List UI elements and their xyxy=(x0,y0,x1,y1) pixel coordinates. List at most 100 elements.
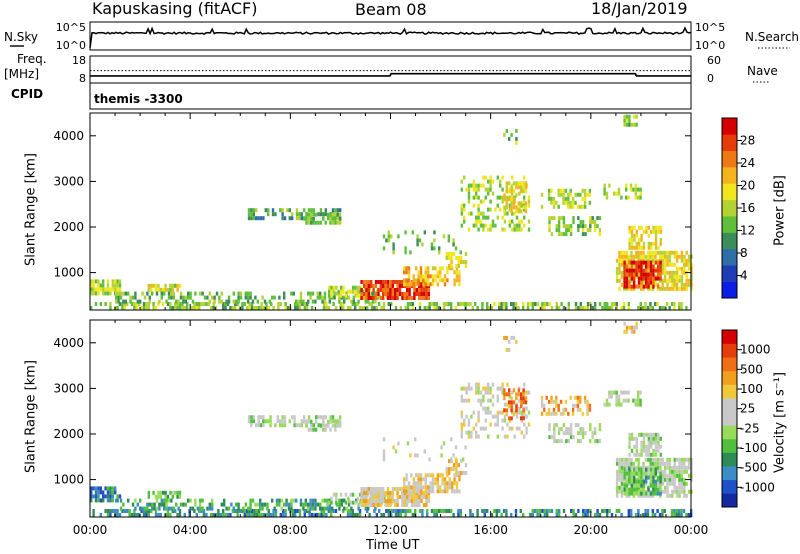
data-cell xyxy=(683,254,686,259)
data-cell xyxy=(235,299,238,304)
data-cell xyxy=(288,216,291,221)
data-cell xyxy=(448,477,451,482)
data-cell xyxy=(515,209,518,214)
data-cell xyxy=(584,224,587,229)
data-cell xyxy=(635,274,638,279)
data-cell xyxy=(372,487,375,491)
data-cell xyxy=(467,386,471,391)
data-cell xyxy=(484,187,487,192)
data-cell xyxy=(500,302,503,306)
data-cell xyxy=(634,183,637,188)
data-cell xyxy=(165,506,168,511)
data-cell xyxy=(389,284,392,288)
data-cell xyxy=(448,252,451,256)
data-cell xyxy=(560,302,563,306)
data-cell xyxy=(645,276,648,281)
data-cell xyxy=(217,509,220,513)
data-cell xyxy=(269,423,272,428)
data-cell xyxy=(650,241,653,246)
data-cell xyxy=(673,489,676,494)
data-cell xyxy=(491,179,495,184)
data-cell xyxy=(453,270,456,275)
data-cell xyxy=(625,195,628,200)
data-cell xyxy=(506,382,509,387)
data-cell xyxy=(687,489,691,494)
data-cell xyxy=(489,223,492,228)
data-cell xyxy=(489,422,492,427)
data-cell xyxy=(459,513,462,517)
data-cell xyxy=(436,473,439,478)
data-cell xyxy=(625,280,629,285)
data-cell xyxy=(508,181,511,186)
data-cell xyxy=(559,411,563,416)
data-cell xyxy=(645,280,648,285)
data-cell xyxy=(292,291,295,296)
data-cell xyxy=(241,306,244,310)
data-cell xyxy=(494,223,497,228)
data-cell xyxy=(227,299,231,304)
data-cell xyxy=(415,499,418,503)
data-cell xyxy=(443,274,447,279)
data-cell xyxy=(392,246,395,251)
data-cell xyxy=(522,189,525,194)
data-cell xyxy=(431,266,435,271)
data-cell xyxy=(628,118,631,123)
data-cell xyxy=(687,465,691,470)
data-cell xyxy=(147,306,150,310)
data-cell xyxy=(409,250,412,255)
data-cell xyxy=(328,299,331,304)
data-cell xyxy=(356,302,359,306)
data-cell xyxy=(481,302,484,306)
data-cell xyxy=(418,499,421,503)
data-cell xyxy=(625,122,629,127)
data-cell xyxy=(307,208,311,213)
data-cell xyxy=(663,485,667,490)
data-cell xyxy=(610,394,613,399)
data-cell xyxy=(651,461,655,466)
data-cell xyxy=(457,513,460,517)
data-cell xyxy=(299,502,303,507)
data-cell xyxy=(450,509,453,513)
data-cell xyxy=(630,325,633,330)
data-cell xyxy=(124,291,127,296)
data-cell xyxy=(280,506,283,511)
data-cell xyxy=(671,489,674,494)
data-cell xyxy=(647,432,650,437)
data-cell xyxy=(651,254,655,259)
data-cell xyxy=(291,212,294,217)
data-cell xyxy=(169,306,172,310)
data-cell xyxy=(536,513,539,517)
data-cell xyxy=(338,423,342,428)
data-cell xyxy=(182,299,185,304)
data-cell xyxy=(527,199,531,204)
data-cell xyxy=(503,392,506,397)
data-cell xyxy=(386,296,390,300)
data-cell xyxy=(104,302,107,306)
data-cell xyxy=(617,191,621,196)
data-cell xyxy=(687,254,691,259)
data-cell xyxy=(452,453,455,458)
data-cell xyxy=(266,506,269,511)
data-cell xyxy=(687,258,691,263)
data-cell xyxy=(424,489,427,494)
data-cell xyxy=(562,200,565,205)
data-cell xyxy=(119,498,123,503)
data-cell xyxy=(403,489,406,494)
data-cell xyxy=(647,436,650,441)
data-cell xyxy=(427,473,430,478)
data-cell xyxy=(471,306,474,310)
data-cell xyxy=(155,291,159,296)
data-cell xyxy=(630,284,633,289)
data-cell xyxy=(632,493,636,498)
data-cell xyxy=(157,302,160,306)
data-cell xyxy=(659,276,662,281)
data-cell xyxy=(463,418,466,423)
data-cell xyxy=(477,386,480,391)
data-cell xyxy=(628,114,631,119)
cpid-text: themis -3300 xyxy=(94,92,183,106)
data-cell xyxy=(147,283,150,288)
data-cell xyxy=(183,513,186,517)
data-cell xyxy=(640,237,643,242)
data-cell xyxy=(314,419,318,424)
data-cell xyxy=(654,479,657,484)
